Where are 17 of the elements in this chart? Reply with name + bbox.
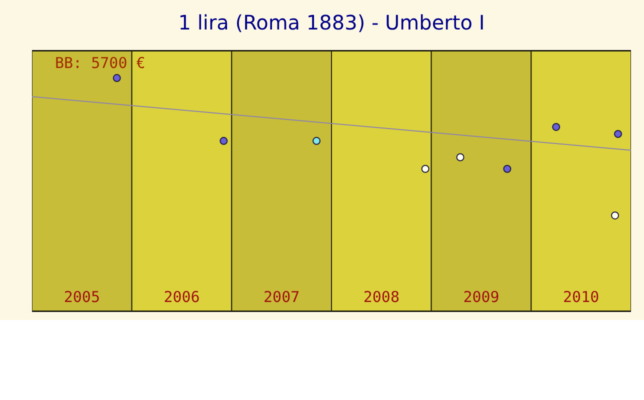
point	[312, 136, 321, 145]
point	[220, 136, 228, 145]
text: BB: 5700 €	[55, 54, 146, 72]
point	[552, 122, 560, 131]
point	[611, 211, 620, 220]
x-tick-label: 2007	[264, 288, 300, 306]
point	[503, 164, 512, 173]
chart-title: 1 lira (Roma 1883) - Umberto I	[178, 10, 485, 34]
point	[421, 164, 430, 173]
point	[456, 153, 464, 162]
point	[112, 74, 121, 82]
point	[614, 130, 622, 138]
x-tick-label: 2010	[563, 288, 600, 306]
x-tick-label: 2009	[463, 288, 500, 306]
x-tick-label: 2008	[363, 288, 400, 306]
x-tick-label: 2005	[64, 288, 100, 306]
x-tick-label: 2006	[164, 288, 200, 306]
